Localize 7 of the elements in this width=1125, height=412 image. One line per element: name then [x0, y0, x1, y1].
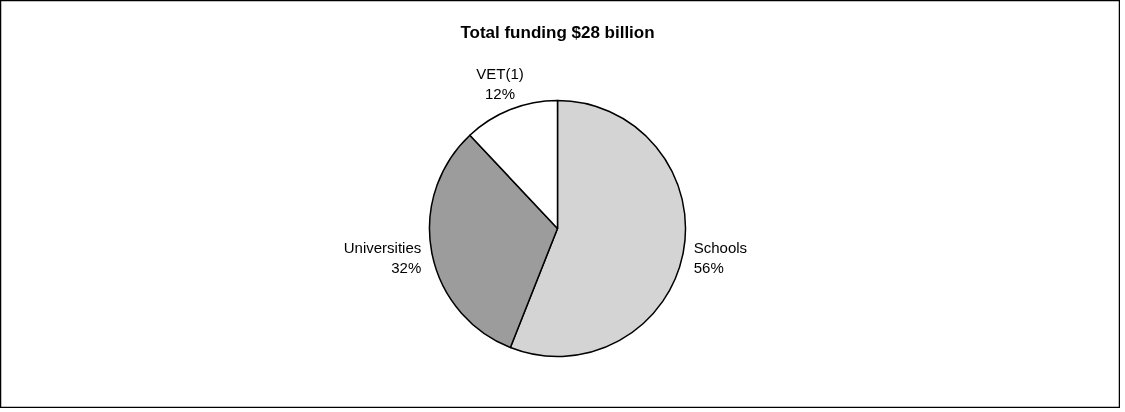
slice-label: Universities: [343, 239, 422, 257]
slice-label: VET(1): [476, 64, 524, 82]
slice-label: Schools: [693, 239, 748, 257]
data-label: 56%: [693, 259, 724, 277]
chart-title: Total funding $28 billion: [460, 23, 655, 42]
data-label: 12%: [485, 84, 516, 102]
data-label: 32%: [391, 259, 422, 277]
